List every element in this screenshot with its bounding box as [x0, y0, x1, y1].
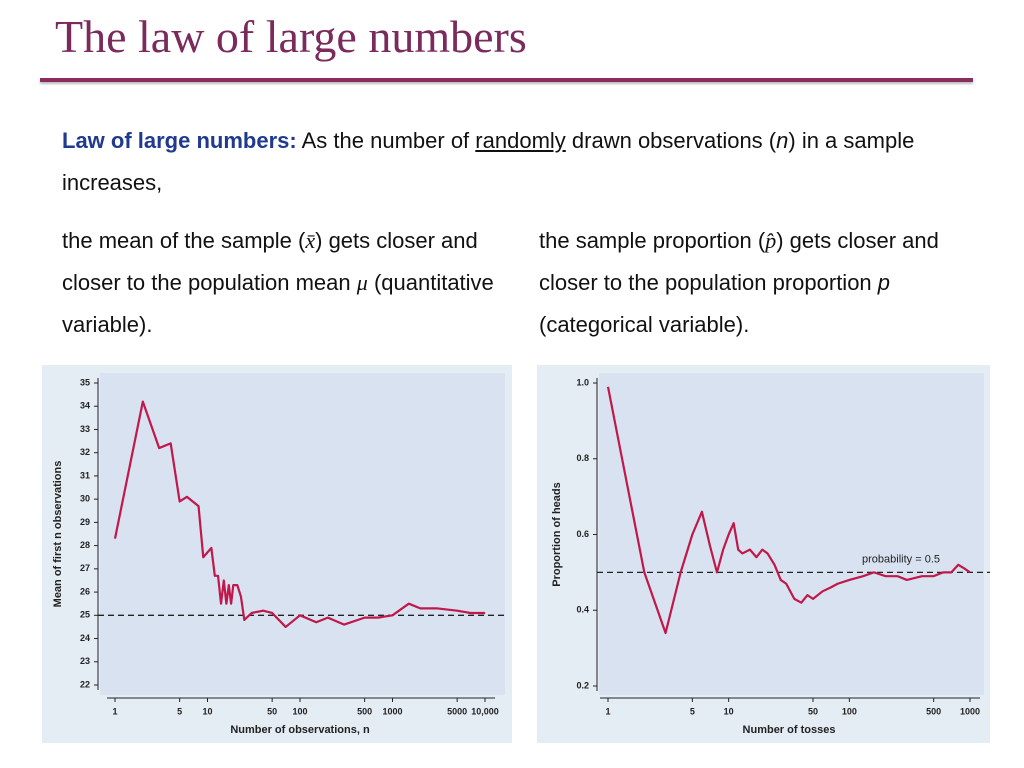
y-tick-label: 23 [80, 656, 90, 666]
text: the mean of the sample ( [62, 228, 306, 253]
text: drawn observations ( [571, 128, 777, 153]
data-line [606, 386, 971, 635]
title-rule [40, 78, 973, 82]
y-tick-label: 0.4 [576, 605, 589, 615]
x-tick-label: 5 [690, 706, 695, 716]
column: the sample proportion (p̂) gets closer a… [539, 220, 989, 346]
y-tick-label: 1.0 [576, 377, 589, 387]
x-tick-label: 1000 [382, 706, 402, 716]
y-tick-label: 30 [80, 494, 90, 504]
text: (quantitative variable). [62, 270, 494, 337]
x-axis-label: Number of observations, n [230, 724, 370, 736]
x-tick-label: 100 [842, 706, 857, 716]
x-tick-label: 1 [112, 706, 117, 716]
y-tick-label: 0.2 [576, 680, 589, 690]
text: As the number of [301, 128, 470, 153]
slide-title: The law of large numbers [55, 11, 527, 62]
intro: Law of large numbers: As the number of r… [62, 120, 982, 204]
y-tick-label: 32 [80, 447, 90, 457]
y-tick-label: 34 [80, 401, 90, 411]
x-tick-label: 100 [292, 706, 307, 716]
y-tick-label: 31 [80, 470, 90, 480]
x-tick-label: 1000 [960, 706, 980, 716]
y-tick-label: 28 [80, 540, 90, 550]
term: Law of large numbers: [62, 128, 297, 153]
annotation: probability = 0.5 [862, 553, 940, 565]
x-tick-label: 50 [808, 706, 818, 716]
y-tick-label: 35 [80, 377, 90, 387]
symbol: μ [356, 270, 368, 295]
text: ) in a sample increases, [62, 128, 915, 195]
y-tick-label: 24 [80, 633, 90, 643]
y-tick-label: 0.8 [576, 453, 589, 463]
y-tick-label: 27 [80, 563, 90, 573]
text: ) gets closer and closer to the populati… [62, 228, 478, 295]
y-tick-label: 26 [80, 586, 90, 596]
symbol: p̂ [765, 228, 777, 253]
y-axis-label: Proportion of heads [551, 482, 563, 587]
x-tick-label: 1 [605, 706, 610, 716]
plot-area [100, 373, 505, 695]
x-tick-label: 10 [724, 706, 734, 716]
x-tick-label: 10,000 [471, 706, 499, 716]
y-tick-label: 25 [80, 610, 90, 620]
x-axis-label: Number of tosses [743, 724, 836, 736]
text: n [776, 128, 789, 153]
x-tick-label: 50 [267, 706, 277, 716]
plot-area [599, 373, 984, 695]
text: the sample proportion ( [539, 228, 766, 253]
data-line [113, 400, 485, 629]
x-tick-label: 500 [357, 706, 372, 716]
y-tick-label: 29 [80, 517, 90, 527]
y-tick-label: 33 [80, 424, 90, 434]
x-tick-label: 10 [202, 706, 212, 716]
y-tick-label: 0.6 [576, 529, 589, 539]
column: the mean of the sample (x̄) gets closer … [62, 220, 512, 346]
text: (categorical variable). [539, 312, 750, 337]
symbol: p [877, 270, 891, 295]
x-tick-label: 5 [177, 706, 182, 716]
y-tick-label: 22 [80, 679, 90, 689]
x-tick-label: 500 [926, 706, 941, 716]
text: randomly [475, 128, 566, 153]
symbol: x̄ [305, 228, 316, 253]
x-tick-label: 5000 [447, 706, 467, 716]
y-axis-label: Mean of first n observations [52, 461, 64, 608]
text: ) gets closer and closer to the populati… [539, 228, 939, 295]
